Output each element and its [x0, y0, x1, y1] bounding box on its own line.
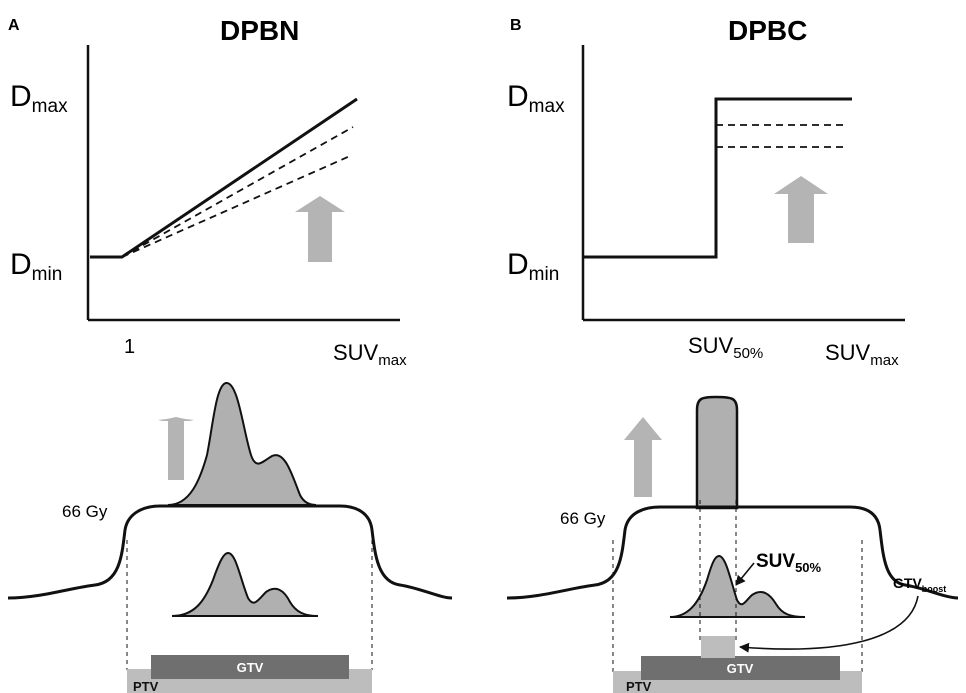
- panel-b-title: DPBC: [728, 15, 807, 46]
- panel-b-boost-plateau: [695, 395, 739, 510]
- panel-a-axes: [86, 45, 400, 322]
- panel-a-uptake-peaks: [171, 551, 319, 617]
- panel-a-boost-peaks: [167, 382, 317, 506]
- panel-a-dmax-label: Dmax: [10, 80, 68, 117]
- panel-b-dmax-label: Dmax: [507, 80, 565, 117]
- panel-b-x-tick-suvmax: SUVmax: [825, 340, 899, 369]
- panel-b-axes: [581, 45, 905, 322]
- panel-b-gtvboost-arrow: [739, 595, 919, 653]
- panel-a-small-up-arrow: [158, 418, 194, 480]
- panel-b-dose-label: 66 Gy: [560, 509, 606, 528]
- panel-b-gtv-label: GTV: [727, 661, 754, 676]
- panel-b-gtv-bar: [641, 656, 840, 680]
- panel-b-suv50-annotation: SUV50%: [756, 551, 822, 575]
- panel-b: B DPBC Dmax Dmin SUV50% SUVmax 66 Gy SUV…: [506, 15, 959, 693]
- panel-b-dose-profile: [506, 505, 959, 600]
- panel-a-dmin-label: Dmin: [10, 248, 62, 285]
- panel-a-small-up-arrowhead: [158, 417, 194, 421]
- panel-a-dose-line-dashed-1: [121, 126, 354, 258]
- panel-b-gtvboost-label: GTVboost: [893, 575, 946, 594]
- panel-a-ptv-label: PTV: [133, 679, 159, 693]
- panel-a-gtv-label: GTV: [237, 660, 264, 675]
- panel-b-gtvboost-box: [701, 636, 735, 658]
- panel-b-x-tick-suv50: SUV50%: [688, 333, 763, 362]
- panel-a: A DPBN Dmax Dmin 1 SUVmax 66 Gy: [7, 15, 453, 693]
- panel-b-suv50-arrow: [735, 562, 755, 586]
- panel-a-letter: A: [8, 17, 20, 34]
- panel-b-dmin-label: Dmin: [507, 248, 559, 285]
- panel-a-x-tick-suvmax: SUVmax: [333, 340, 407, 369]
- panel-b-ptv-label: PTV: [626, 679, 652, 693]
- panel-b-up-arrow: [774, 176, 828, 243]
- panel-a-dose-profile: [7, 504, 453, 600]
- panel-b-dose-step-solid: [583, 97, 852, 259]
- panel-b-letter: B: [510, 17, 522, 34]
- panel-a-up-arrow: [295, 196, 345, 262]
- panel-a-title: DPBN: [220, 15, 299, 46]
- panel-b-small-up-arrow: [624, 417, 662, 497]
- panel-a-dose-line-dashed-2: [121, 155, 351, 258]
- panel-a-gtv-bar: [151, 655, 349, 679]
- panel-a-dose-label: 66 Gy: [62, 502, 108, 521]
- panel-b-uptake-peaks: [669, 554, 806, 618]
- panel-a-x-tick-1: 1: [124, 336, 135, 358]
